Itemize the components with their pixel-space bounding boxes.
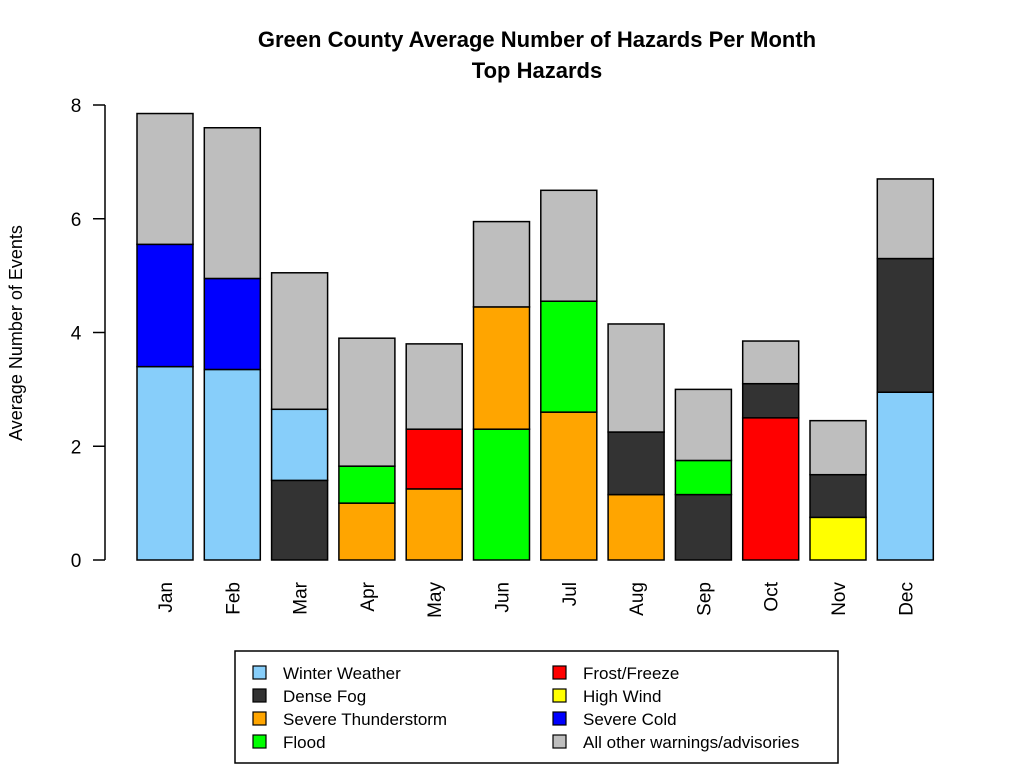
bar-segment-aug-dense-fog [607, 431, 665, 496]
bar-segment-oct-frost-freeze [741, 417, 800, 561]
bar-segment-oct-dense-fog [741, 382, 800, 419]
bar-segment-apr-all-other-warnings-advisories [338, 337, 396, 467]
legend-label: All other warnings/advisories [583, 733, 799, 752]
y-axis-label: Average Number of Events [6, 225, 26, 441]
y-tick-label: 0 [71, 551, 82, 572]
bars-group [136, 112, 935, 561]
x-tick-label: Feb [223, 582, 244, 615]
bar-segment-jan-severe-cold [136, 243, 194, 368]
legend-label: Severe Cold [583, 710, 677, 729]
legend-swatch-all-other-warnings-advisories [552, 734, 567, 749]
x-tick-label: Sep [694, 582, 715, 616]
x-tick-label: Apr [358, 581, 379, 611]
bar-segment-may-frost-freeze [405, 428, 463, 490]
x-tick-label: Dec [896, 582, 917, 616]
legend-swatch-frost-freeze [552, 665, 567, 680]
x-tick-label: Mar [291, 581, 312, 614]
bar-segment-nov-all-other-warnings-advisories [809, 419, 867, 476]
x-tick-labels: Jan Feb Mar Apr May Jun Jul Aug Sep Oct Nov Dec [156, 581, 917, 618]
bar-segment-mar-winter-weather [270, 408, 329, 482]
legend-swatch-severe-cold [552, 711, 567, 726]
legend: Winter Weather Dense Fog Severe Thundersto… [234, 650, 839, 764]
bar-segment-jun-flood [472, 428, 531, 561]
y-tick-label: 4 [71, 324, 82, 345]
bar-segment-aug-all-other-warnings-advisories [607, 323, 665, 433]
bar-segment-apr-severe-thunderstorm [338, 502, 396, 561]
bar-segment-mar-all-other-warnings-advisories [270, 272, 329, 411]
legend-swatch-high-wind [552, 688, 567, 703]
chart-subtitle: Top Hazards [472, 58, 602, 83]
chart-title: Green County Average Number of Hazards P… [258, 27, 816, 52]
legend-label: Flood [283, 733, 326, 752]
bar-segment-dec-all-other-warnings-advisories [876, 178, 935, 260]
bar-segment-oct-all-other-warnings-advisories [741, 340, 800, 385]
legend-swatch-severe-thunderstorm [252, 711, 267, 726]
x-tick-label: Oct [762, 581, 783, 611]
legend-label: High Wind [583, 687, 661, 706]
bar-segment-sep-all-other-warnings-advisories [674, 388, 733, 462]
bar-segment-jan-winter-weather [136, 365, 194, 561]
bar-segment-jul-all-other-warnings-advisories [540, 189, 598, 302]
bar-segment-jul-severe-thunderstorm [540, 411, 598, 561]
bar-segment-jun-all-other-warnings-advisories [472, 220, 531, 308]
legend-label: Winter Weather [283, 664, 401, 683]
x-tick-label: May [425, 582, 446, 618]
y-axis: 0 2 4 6 8 [71, 96, 106, 572]
bar-segment-nov-dense-fog [809, 473, 867, 519]
x-tick-label: Jul [560, 582, 581, 606]
legend-box [234, 650, 839, 764]
bar-segment-apr-flood [338, 465, 396, 504]
bar-segment-jun-severe-thunderstorm [472, 306, 531, 430]
legend-label: Severe Thunderstorm [283, 710, 447, 729]
legend-swatch-dense-fog [252, 688, 267, 703]
bar-segment-may-severe-thunderstorm [405, 488, 463, 561]
bar-segment-feb-winter-weather [203, 368, 262, 561]
x-tick-label: Jun [493, 582, 514, 613]
bar-segment-aug-severe-thunderstorm [607, 493, 665, 561]
y-tick-label: 6 [71, 210, 82, 231]
legend-label: Frost/Freeze [583, 664, 679, 683]
bar-segment-mar-dense-fog [270, 479, 329, 561]
bar-segment-jan-all-other-warnings-advisories [136, 112, 194, 246]
bar-segment-may-all-other-warnings-advisories [405, 343, 463, 430]
bar-segment-jul-flood [540, 300, 598, 413]
legend-label: Dense Fog [283, 687, 366, 706]
bar-segment-sep-flood [674, 459, 733, 496]
x-tick-label: Aug [627, 582, 648, 616]
x-tick-label: Nov [829, 582, 850, 616]
bar-segment-feb-all-other-warnings-advisories [203, 127, 262, 280]
bar-segment-sep-dense-fog [674, 493, 733, 561]
y-tick-label: 8 [71, 96, 82, 117]
legend-swatch-winter-weather [252, 665, 267, 680]
x-tick-label: Jan [156, 582, 177, 613]
bar-segment-dec-dense-fog [876, 257, 935, 393]
y-tick-label: 2 [71, 437, 82, 458]
bar-segment-nov-high-wind [809, 516, 867, 561]
bar-segment-dec-winter-weather [876, 391, 935, 561]
bar-segment-feb-severe-cold [203, 277, 262, 371]
legend-swatch-flood [252, 734, 267, 749]
